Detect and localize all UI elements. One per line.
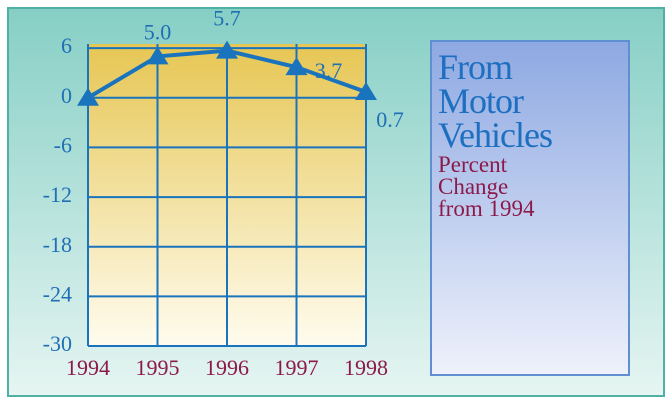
x-tick-label: 1996 [205, 355, 249, 380]
y-tick-label: -30 [43, 331, 72, 356]
chart-title: From Motor Vehicles [438, 47, 553, 155]
marker [285, 57, 308, 76]
marker [77, 87, 99, 106]
chart-subtitle: Percent Change from 1994 [438, 152, 535, 221]
y-tick-label: 6 [61, 33, 72, 58]
y-tick-label: -6 [54, 132, 72, 157]
y-tick-label: 0 [61, 83, 72, 108]
marker [146, 46, 169, 65]
legend-box: From Motor Vehicles Percent Change from … [430, 40, 630, 376]
x-tick-label: 1995 [136, 355, 180, 380]
marker [216, 40, 238, 59]
value-label: 5.7 [213, 6, 241, 31]
y-tick-label: -12 [43, 182, 72, 207]
marker [355, 81, 377, 100]
y-tick-label: -18 [43, 232, 72, 257]
value-label: 3.7 [315, 58, 343, 83]
x-tick-label: 1998 [344, 355, 388, 380]
value-label: 5.0 [144, 19, 172, 44]
x-tick-label: 1994 [66, 355, 110, 380]
y-tick-label: -24 [43, 281, 72, 306]
value-label: 0.7 [376, 107, 404, 132]
x-tick-label: 1997 [275, 355, 319, 380]
